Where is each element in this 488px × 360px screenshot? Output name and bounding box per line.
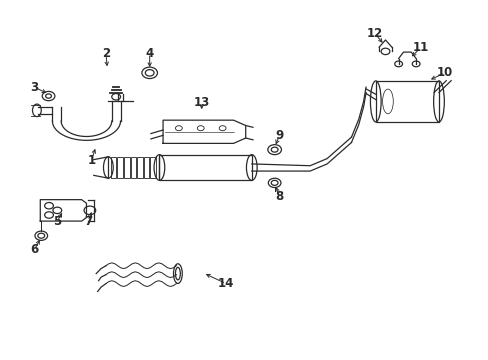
Bar	[117, 157, 123, 178]
Text: 2: 2	[102, 47, 110, 60]
Text: 4: 4	[145, 47, 154, 60]
Text: 9: 9	[275, 129, 283, 142]
Text: 7: 7	[84, 215, 92, 228]
Text: 3: 3	[30, 81, 39, 94]
Text: 14: 14	[217, 277, 234, 290]
Bar	[111, 157, 116, 178]
Bar	[137, 157, 142, 178]
Text: 5: 5	[53, 215, 61, 228]
Bar	[130, 157, 136, 178]
Bar	[159, 155, 251, 180]
Bar	[143, 157, 149, 178]
Text: 10: 10	[436, 66, 452, 79]
Text: 12: 12	[366, 27, 382, 40]
Text: 1: 1	[87, 154, 95, 167]
Bar	[375, 81, 438, 122]
Text: 6: 6	[30, 243, 39, 256]
Text: 11: 11	[411, 41, 428, 54]
Bar	[150, 157, 156, 178]
Bar	[124, 157, 129, 178]
Text: 13: 13	[193, 96, 209, 109]
Text: 8: 8	[275, 190, 283, 203]
